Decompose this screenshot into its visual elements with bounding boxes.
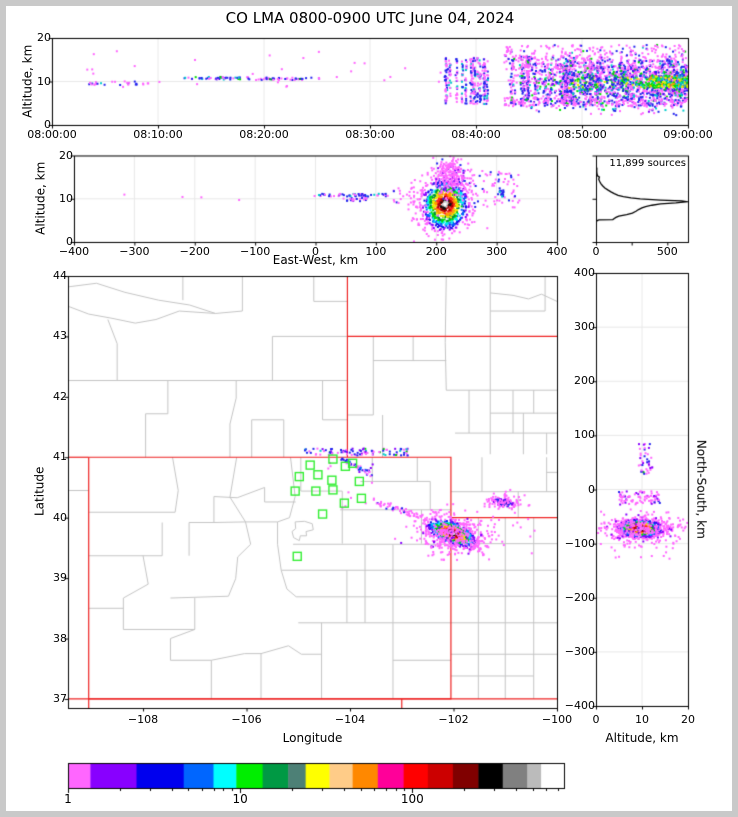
- map-xtick: −102: [438, 713, 469, 726]
- ewheight-xtick: 0: [312, 245, 319, 258]
- map-ytick: 40: [53, 510, 67, 524]
- timeheight-ylabel: Altitude, km: [20, 44, 35, 118]
- timeheight-xtick: 08:50:00: [557, 128, 607, 141]
- map-xtick: −100: [541, 713, 573, 726]
- ewheight-xtick: 200: [425, 245, 447, 258]
- colorbar-tick: 10: [232, 792, 248, 806]
- ewheight-ytick: 10: [59, 191, 73, 205]
- timeheight-ytick: 0: [44, 118, 51, 131]
- ewheight-xtick: 100: [365, 245, 387, 258]
- timeheight-xtick: 08:30:00: [345, 128, 395, 141]
- nsheight-ytick: 300: [574, 320, 595, 334]
- colorbar-tick: 1: [64, 792, 72, 806]
- ewheight-xtick: −100: [240, 245, 271, 258]
- nsheight-xtick: 20: [681, 713, 695, 726]
- map-ytick: 41: [53, 450, 67, 464]
- colorbar-tick: 100: [400, 792, 424, 806]
- ewheight-xtick: 300: [486, 245, 508, 258]
- nsheight-ytick: 200: [574, 374, 595, 388]
- figure-title: CO LMA 0800-0900 UTC June 04, 2024: [225, 9, 515, 27]
- map-xtick: −104: [334, 713, 366, 726]
- ewheight-ylabel: Altitude, km: [33, 161, 48, 235]
- nsheight-ytick: 100: [574, 428, 595, 442]
- nsheight-ytick: 0: [588, 482, 595, 496]
- timeheight-xtick: 08:20:00: [239, 128, 289, 141]
- timeheight-ytick: 10: [37, 74, 51, 88]
- nsheight-ytick: −300: [564, 644, 595, 658]
- nsheight-xtick: 0: [592, 713, 600, 726]
- timeheight-xtick: 08:10:00: [133, 128, 183, 141]
- map-xlabel: Longitude: [282, 731, 343, 745]
- nsheight-ytick: −100: [564, 536, 595, 550]
- map-ylabel: Latitude: [32, 466, 47, 516]
- histogram-sources-annotation: 11,899 sources: [609, 158, 686, 169]
- ewheight-xtick: −300: [119, 245, 150, 258]
- ewheight-xtick: −200: [179, 245, 210, 258]
- nsheight-xtick: 10: [635, 713, 649, 726]
- map-ytick: 38: [53, 631, 67, 645]
- nsheight-ytick: −400: [564, 699, 595, 712]
- timeheight-xtick: 08:40:00: [451, 128, 501, 141]
- ewheight-ytick: 0: [66, 235, 73, 248]
- map-xtick: −108: [127, 713, 159, 726]
- ewheight-xtick: −400: [58, 245, 90, 258]
- map-ytick: 39: [53, 571, 67, 585]
- ewheight-xtick: 400: [546, 245, 568, 258]
- timeheight-xtick: 09:00:00: [663, 128, 713, 141]
- ewheight-ytick: 20: [59, 148, 73, 162]
- nsheight-ytick: −200: [564, 590, 595, 604]
- map-ytick: 37: [53, 691, 67, 705]
- timeheight-ytick: 20: [37, 31, 51, 44]
- timeheight-xtick: 08:00:00: [27, 128, 77, 141]
- nsheight-ylabel: North-South, km: [694, 439, 709, 539]
- ewheight-xlabel: East-West, km: [272, 253, 359, 267]
- map-xtick: −106: [231, 713, 262, 726]
- map-ytick: 42: [53, 389, 67, 403]
- nsheight-xlabel: Altitude, km: [605, 731, 679, 745]
- nsheight-ytick: 400: [574, 266, 595, 279]
- map-ytick: 43: [53, 329, 67, 343]
- histogram-xtick: 0: [592, 245, 600, 258]
- histogram-xtick: 500: [656, 245, 678, 258]
- map-ytick: 44: [53, 269, 67, 282]
